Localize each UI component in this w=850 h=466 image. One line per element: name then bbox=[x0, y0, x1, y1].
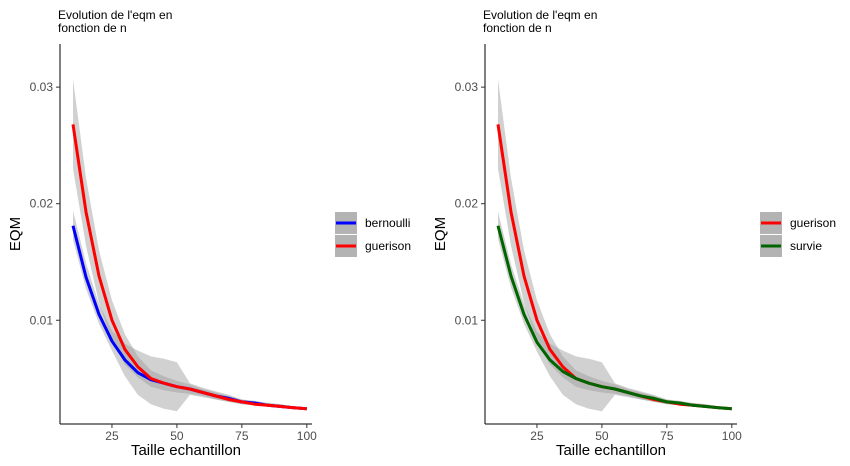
series-line-survie bbox=[496, 225, 732, 411]
x-tick-label: 25 bbox=[530, 429, 544, 443]
chart-title-line-2: fonction de n bbox=[58, 21, 127, 35]
confidence-band-guerison bbox=[73, 79, 307, 410]
series-line-guerison bbox=[71, 124, 307, 411]
x-tick-label: 75 bbox=[660, 429, 674, 443]
y-tick-label: 0.01 bbox=[455, 313, 479, 327]
legend: bernoulli guerison bbox=[335, 212, 411, 257]
x-tick-label: 25 bbox=[105, 429, 119, 443]
x-tick-label: 100 bbox=[722, 429, 742, 443]
y-tick-label: 0.02 bbox=[455, 197, 479, 211]
x-axis-title: Taille echantillon bbox=[556, 442, 666, 459]
y-axis-title: EQM bbox=[432, 217, 449, 251]
y-tick-label: 0.01 bbox=[30, 313, 54, 327]
x-tick-label: 50 bbox=[595, 429, 609, 443]
chart-title-line-1: Evolution de l'eqm en bbox=[483, 8, 597, 22]
legend-label-guerison: guerison bbox=[365, 239, 411, 253]
x-tick-label: 50 bbox=[170, 429, 184, 443]
y-tick-label: 0.02 bbox=[30, 197, 54, 211]
chart-title-line-1: Evolution de l'eqm en bbox=[58, 8, 172, 22]
y-axis-title: EQM bbox=[7, 217, 24, 251]
x-tick-label: 75 bbox=[235, 429, 249, 443]
confidence-band-survie bbox=[498, 211, 732, 412]
chart-title-line-2: fonction de n bbox=[483, 21, 552, 35]
x-axis-title: Taille echantillon bbox=[131, 442, 241, 459]
legend-label-bernoulli: bernoulli bbox=[365, 216, 410, 230]
y-tick-label: 0.03 bbox=[455, 80, 479, 94]
legend-label-survie: survie bbox=[790, 239, 822, 253]
confidence-band-guerison bbox=[498, 79, 732, 410]
legend-label-guerison: guerison bbox=[790, 216, 836, 230]
confidence-band-bernoulli bbox=[73, 210, 307, 412]
series-line-guerison bbox=[496, 124, 732, 411]
y-tick-label: 0.03 bbox=[30, 80, 54, 94]
legend: guerison survie bbox=[760, 212, 836, 257]
x-tick-label: 100 bbox=[297, 429, 317, 443]
